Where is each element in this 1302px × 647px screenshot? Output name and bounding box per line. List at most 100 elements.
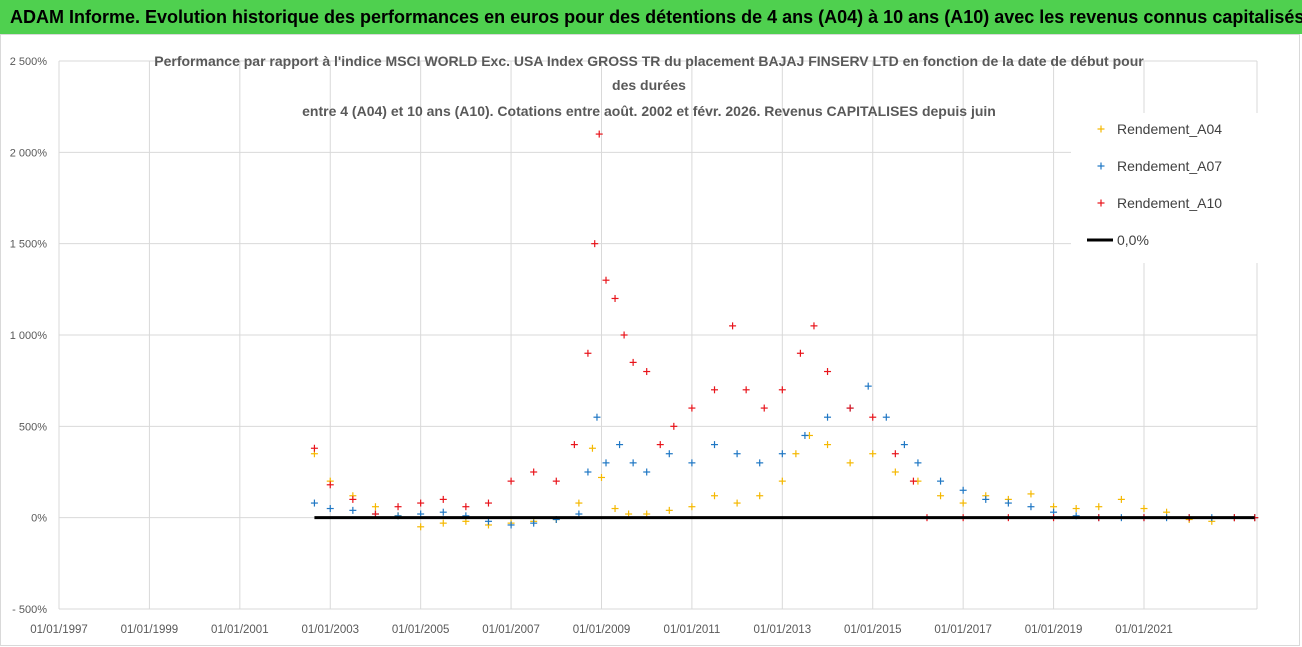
- legend-swatch: [1097, 199, 1105, 207]
- x-axis: 01/01/1997 01/01/1999 01/01/2001 01/01/2003…: [30, 624, 1173, 636]
- data-point: [688, 404, 696, 412]
- data-point: [733, 499, 741, 507]
- data-point: [602, 459, 610, 467]
- series-rendement-a04: [310, 431, 1259, 531]
- legend: Rendement_A04 Rendement_A07 Rendement_A10 0…: [1087, 121, 1222, 248]
- y-tick-label: 0%: [31, 513, 47, 525]
- data-point: [620, 331, 628, 339]
- x-tick-label: 01/01/2005: [392, 624, 450, 636]
- x-tick-label: 01/01/2013: [754, 624, 812, 636]
- data-point: [417, 499, 425, 507]
- data-point: [593, 413, 601, 421]
- x-tick-label: 01/01/1999: [121, 624, 179, 636]
- chart-frame: - 500% 0% 500% 1 000% 1 500% 2 000% 2 500% 01/…: [0, 34, 1300, 646]
- data-point: [792, 450, 800, 458]
- x-tick-label: 01/01/1997: [30, 624, 88, 636]
- data-point: [310, 499, 318, 507]
- x-tick-label: 01/01/2019: [1025, 624, 1083, 636]
- legend-label: Rendement_A10: [1117, 195, 1222, 211]
- report-title: ADAM Informe. Evolution historique des p…: [10, 7, 1302, 27]
- data-point: [611, 505, 619, 513]
- data-point: [1117, 495, 1125, 503]
- data-point: [1095, 503, 1103, 511]
- x-tick-label: 01/01/2011: [664, 624, 721, 636]
- data-point: [656, 441, 664, 449]
- data-point: [591, 240, 599, 248]
- data-point: [629, 459, 637, 467]
- data-point: [670, 422, 678, 430]
- legend-background: [1071, 113, 1261, 263]
- data-point: [588, 444, 596, 452]
- data-point: [665, 506, 673, 514]
- y-tick-label: 2 500%: [10, 56, 48, 68]
- data-point: [869, 413, 877, 421]
- data-point: [584, 349, 592, 357]
- data-point: [629, 358, 637, 366]
- y-tick-label: 1 500%: [10, 239, 48, 251]
- data-point: [484, 499, 492, 507]
- data-point: [778, 477, 786, 485]
- data-point: [711, 386, 719, 394]
- data-point: [760, 404, 768, 412]
- report-banner: ADAM Informe. Evolution historique des p…: [0, 0, 1302, 34]
- data-point: [959, 486, 967, 494]
- data-point: [824, 368, 832, 376]
- data-point: [688, 459, 696, 467]
- data-point: [1072, 505, 1080, 513]
- data-point: [602, 276, 610, 284]
- data-point: [595, 130, 603, 138]
- data-point: [729, 322, 737, 330]
- data-point: [733, 450, 741, 458]
- data-point: [864, 382, 872, 390]
- data-point: [530, 468, 538, 476]
- data-point: [371, 503, 379, 511]
- data-point: [616, 441, 624, 449]
- data-point: [810, 322, 818, 330]
- data-point: [824, 413, 832, 421]
- data-point: [310, 444, 318, 452]
- data-point: [824, 441, 832, 449]
- data-point: [959, 499, 967, 507]
- data-point: [937, 492, 945, 500]
- data-point: [846, 404, 854, 412]
- data-point: [570, 441, 578, 449]
- x-tick-label: 01/01/2003: [301, 624, 359, 636]
- data-point: [801, 431, 809, 439]
- legend-item-rendement-a04: Rendement_A04: [1097, 121, 1222, 137]
- data-point: [597, 473, 605, 481]
- data-point: [552, 477, 560, 485]
- y-tick-label: - 500%: [12, 604, 47, 616]
- performance-chart: - 500% 0% 500% 1 000% 1 500% 2 000% 2 500% 01/…: [10, 53, 1261, 636]
- data-point: [982, 495, 990, 503]
- data-point: [439, 495, 447, 503]
- x-tick-label: 01/01/2001: [211, 624, 269, 636]
- data-point: [530, 519, 538, 527]
- legend-label: Rendement_A07: [1117, 158, 1222, 174]
- data-point: [575, 499, 583, 507]
- data-point: [665, 450, 673, 458]
- data-point: [439, 508, 447, 516]
- data-point: [900, 441, 908, 449]
- data-point: [1027, 490, 1035, 498]
- x-tick-label: 01/01/2007: [482, 624, 540, 636]
- data-point: [778, 386, 786, 394]
- data-point: [846, 459, 854, 467]
- data-point: [688, 503, 696, 511]
- data-point: [1027, 503, 1035, 511]
- legend-item-0-0-: 0,0%: [1087, 232, 1149, 248]
- data-point: [643, 468, 651, 476]
- data-point: [711, 441, 719, 449]
- data-point: [1004, 499, 1012, 507]
- x-tick-label: 01/01/2015: [844, 624, 902, 636]
- data-point: [756, 459, 764, 467]
- data-point: [349, 495, 357, 503]
- legend-swatch: [1097, 162, 1105, 170]
- data-point: [643, 368, 651, 376]
- data-point: [711, 492, 719, 500]
- data-point: [778, 450, 786, 458]
- legend-item-rendement-a10: Rendement_A10: [1097, 195, 1222, 211]
- data-point: [507, 521, 515, 529]
- y-tick-label: 1 000%: [10, 330, 48, 342]
- chart-title-line-3: entre 4 (A04) et 10 ans (A10). Cotations…: [302, 103, 996, 119]
- chart-title-line-1: Performance par rapport à l'indice MSCI …: [154, 53, 1144, 69]
